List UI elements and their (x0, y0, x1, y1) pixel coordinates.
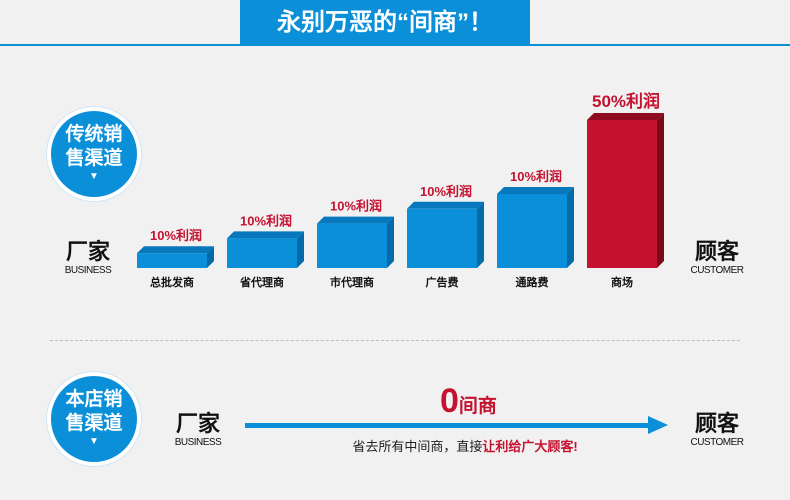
bar (497, 194, 567, 268)
business-label-bottom: 厂家 BUSINESS (168, 411, 228, 449)
note-plain: 省去所有中间商，直接 (352, 439, 483, 454)
bar-top (137, 246, 214, 254)
triangle-down-icon: ▼ (89, 436, 99, 447)
bar-top (497, 187, 574, 194)
bar-side (207, 246, 214, 268)
category-label: 市代理商 (330, 275, 374, 289)
traditional-channel-badge: 传统销 售渠道 ▼ (47, 107, 141, 201)
bar-side (657, 113, 664, 268)
data-label: 10%利润 (150, 228, 202, 243)
direct-note: 省去所有中间商，直接让利给广大顾客! (300, 436, 630, 455)
bar (407, 208, 477, 268)
business-label-top: 厂家 BUSINESS (58, 239, 118, 277)
bar-side (477, 201, 484, 268)
bar (317, 223, 387, 268)
triangle-down-icon: ▼ (89, 171, 99, 182)
customer-label-top: 顾客 CUSTOMER (686, 239, 748, 277)
badge-line2: 售渠道 (65, 148, 123, 169)
data-label: 10%利润 (240, 213, 292, 228)
section-divider (50, 340, 740, 341)
direct-arrow-line (245, 423, 650, 428)
data-label: 10%利润 (330, 199, 382, 214)
customer-en: CUSTOMER (690, 265, 744, 276)
bar-side (567, 187, 574, 268)
data-label: 10%利润 (510, 169, 562, 184)
badge-line1: 本店销 (65, 389, 123, 410)
bar-top (227, 231, 304, 239)
business-cn: 厂家 (175, 411, 220, 436)
badge-line1: 传统销 (65, 124, 123, 145)
category-label: 广告费 (426, 275, 459, 289)
data-label: 10%利润 (420, 184, 472, 199)
category-label: 省代理商 (239, 275, 284, 289)
business-en: BUSINESS (64, 265, 112, 276)
zero-number: 0 (440, 382, 459, 420)
arrow-right-icon (648, 416, 668, 434)
category-label: 总批发商 (150, 275, 194, 289)
customer-en: CUSTOMER (690, 437, 744, 448)
customer-cn: 顾客 (694, 411, 739, 436)
bar-side (297, 231, 304, 268)
zero-middlemen-label: 0间商 (440, 382, 497, 421)
bar-top (317, 216, 394, 224)
note-highlight: 让利给广大顾客! (482, 439, 578, 454)
data-label: 50%利润 (592, 91, 660, 111)
business-cn: 厂家 (65, 239, 110, 264)
customer-cn: 顾客 (694, 239, 739, 264)
bar-top (587, 113, 664, 120)
bar (587, 120, 657, 268)
bar-top (407, 201, 484, 209)
business-en: BUSINESS (174, 437, 222, 448)
customer-label-bottom: 顾客 CUSTOMER (686, 411, 748, 449)
bar (137, 253, 207, 268)
page-title: 永别万恶的“间商”！ (240, 0, 530, 46)
zero-text: 间商 (458, 396, 497, 417)
category-label: 商场 (611, 275, 633, 289)
bar-side (387, 216, 394, 268)
category-label: 通路费 (516, 275, 549, 289)
badge-line2: 售渠道 (65, 413, 123, 434)
bar (227, 238, 297, 268)
store-channel-badge: 本店销 售渠道 ▼ (47, 372, 141, 466)
